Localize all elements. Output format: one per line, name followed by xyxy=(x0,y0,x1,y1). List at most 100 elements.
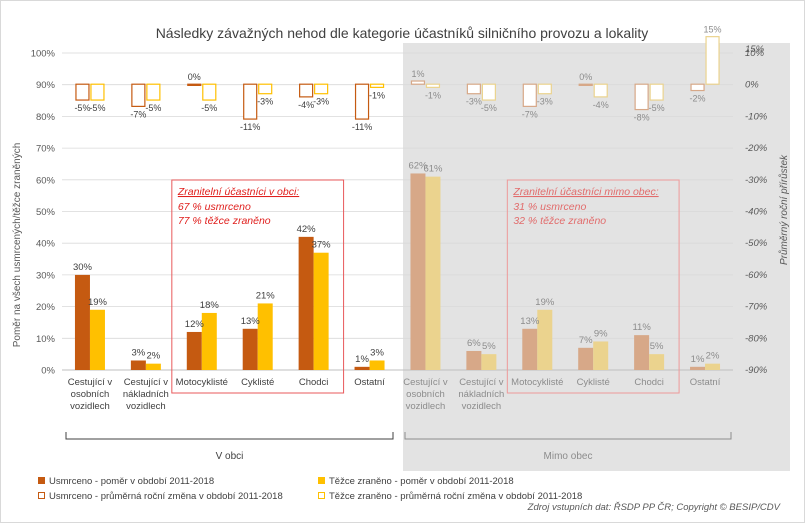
data-label-injured-change: -5% xyxy=(145,103,161,113)
data-label-killed-change: -7% xyxy=(130,109,146,119)
category-label-line: Cyklisté xyxy=(241,377,274,388)
data-label-killed-change: 0% xyxy=(579,72,592,82)
bar-killed-change xyxy=(131,83,146,107)
data-label-injured-share: 61% xyxy=(423,164,443,175)
y-axis-left: 0% 10% 20% 30% 40% 50% 60% 70% 80% 90% 100% xyxy=(31,49,56,377)
bar-injured-share xyxy=(537,309,553,370)
data-label-killed-change: -11% xyxy=(352,122,372,132)
data-label-killed-share: 6% xyxy=(467,338,481,349)
category-label-line: nákladních xyxy=(458,389,504,400)
category-label-line: vozidlech xyxy=(406,401,446,412)
data-label-killed-share: 1% xyxy=(691,354,705,365)
category-label-line: nákladních xyxy=(123,389,169,400)
y-tick-right: 10% xyxy=(745,48,765,59)
y-tick-left: 20% xyxy=(36,302,56,313)
data-label-killed-change: -4% xyxy=(298,100,314,110)
bar-killed-change xyxy=(466,83,481,95)
category-label-line: Cestující v xyxy=(459,377,504,388)
data-label-killed-change: -8% xyxy=(634,113,650,123)
bar-killed-change xyxy=(578,83,593,86)
category-label: Cestující v nákladních vozidlech xyxy=(123,377,169,412)
data-label-killed-share: 3% xyxy=(132,347,146,358)
bar-injured-share xyxy=(89,309,105,370)
data-label-injured-share: 2% xyxy=(706,351,720,362)
data-label-killed-change: -11% xyxy=(240,122,260,132)
legend: Usmrceno - poměr v období 2011-2018 Těžce… xyxy=(38,476,582,502)
category-label: Ostatní xyxy=(690,377,721,388)
bar-killed-share xyxy=(466,350,482,370)
bar-injured-change xyxy=(593,83,608,98)
data-label-injured-change: -1% xyxy=(425,90,441,100)
bar-injured-share xyxy=(425,176,441,370)
group-bracket xyxy=(404,432,732,440)
category-label-line: osobních xyxy=(71,389,110,400)
group-label: Mimo obec xyxy=(544,451,593,462)
y-tick-right: -50% xyxy=(745,238,768,249)
bar-injured-change xyxy=(705,36,720,85)
legend-swatch xyxy=(318,477,325,484)
category-label-line: vozidlech xyxy=(70,401,110,412)
bar-killed-share xyxy=(186,331,202,370)
annotation-line: 67 % usmrceno xyxy=(178,201,251,213)
data-label-injured-change: -3% xyxy=(313,97,329,107)
category-label-line: osobních xyxy=(406,389,445,400)
legend-label: Usmrceno - průměrná roční změna v období… xyxy=(49,491,283,502)
y-tick-left: 30% xyxy=(36,270,56,281)
y-tick-right: -30% xyxy=(745,175,768,186)
y-tick-left: 40% xyxy=(36,239,56,250)
category-label-line: Cestující v xyxy=(124,377,169,388)
category-label-line: Ostatní xyxy=(690,377,721,388)
legend-label: Těžce zraněno - poměr v období 2011-2018 xyxy=(329,476,514,487)
bars: 30%19%3% 2%12%18%13%21%42%37%1%3%62%61%6%… xyxy=(73,160,721,370)
bar-killed-share xyxy=(690,366,706,370)
data-label-injured-change: -3% xyxy=(257,97,273,107)
data-label-injured-change: 15% xyxy=(704,25,722,35)
data-label-killed-share: 30% xyxy=(73,262,93,273)
data-label-killed-share: 13% xyxy=(241,316,261,327)
change-bars: -5%-5%-7%-5%0%-5%-11%-3% -4%-3%-11%-1%1%-… xyxy=(74,25,721,132)
data-label-killed-change: -5% xyxy=(74,103,90,113)
bar-injured-share xyxy=(369,360,385,370)
data-label-injured-share: 18% xyxy=(200,300,220,311)
category-label: Chodci xyxy=(299,377,329,388)
data-label-injured-change: -4% xyxy=(593,100,609,110)
bar-injured-change xyxy=(537,83,552,95)
bar-injured-change xyxy=(202,83,217,101)
category-label: Cyklisté xyxy=(577,377,610,388)
y-tick-right: -60% xyxy=(745,270,768,281)
category-label-line: Cestující v xyxy=(403,377,448,388)
mimo-obec-shaded-area xyxy=(403,43,790,471)
category-label: Cestující v nákladních vozidlech xyxy=(458,377,504,412)
bar-injured-share xyxy=(313,252,329,370)
bar-injured-share xyxy=(593,341,609,370)
bar-injured-change xyxy=(369,83,385,88)
annotation-title: Zranitelní účastníci mimo obec: xyxy=(512,186,658,198)
bar-killed-share xyxy=(634,335,650,370)
bar-killed-share xyxy=(298,236,314,370)
y-tick-right: -40% xyxy=(745,207,768,218)
category-label-line: Motocyklisté xyxy=(176,377,228,388)
data-label-injured-share: 5% xyxy=(482,341,496,352)
legend-swatch xyxy=(318,492,325,499)
bar-killed-share xyxy=(242,328,258,370)
bar-injured-share xyxy=(257,303,273,370)
bar-killed-change xyxy=(243,83,258,120)
y-tick-right: -90% xyxy=(745,365,768,376)
bar-injured-change xyxy=(90,83,105,101)
category-label: Cestující v osobních vozidlech xyxy=(68,377,113,412)
category-label: Chodci xyxy=(634,377,664,388)
data-label-killed-share: 11% xyxy=(632,322,651,333)
y-tick-right: -10% xyxy=(745,111,768,122)
category-label-line: Cestující v xyxy=(68,377,113,388)
legend-swatch xyxy=(38,492,45,499)
bar-injured-share xyxy=(145,363,161,370)
y-tick-right: -70% xyxy=(745,302,768,313)
annotation-line: 31 % usmrceno xyxy=(513,201,586,213)
data-label-killed-change: -7% xyxy=(522,109,538,119)
bar-killed-share xyxy=(522,328,538,370)
data-label-injured-share: 3% xyxy=(370,347,384,358)
category-label: Motocyklisté xyxy=(511,377,563,388)
legend-label: Těžce zraněno - průměrná roční změna v o… xyxy=(329,491,582,502)
